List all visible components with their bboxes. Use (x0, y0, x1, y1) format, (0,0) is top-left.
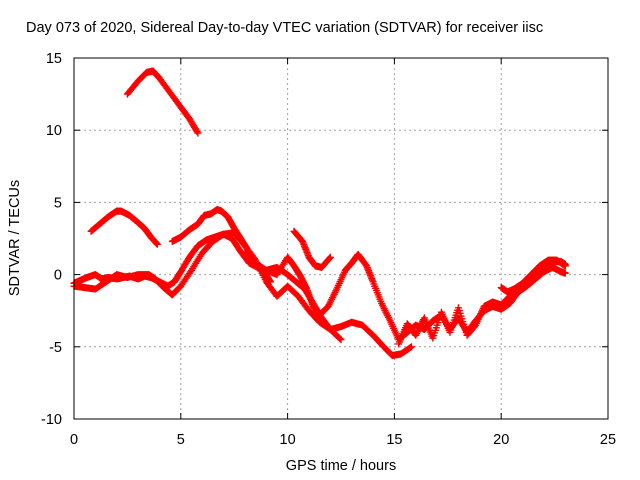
x-axis-label: GPS time / hours (286, 458, 396, 474)
data-point (406, 344, 414, 352)
y-tick-label: -10 (41, 412, 62, 428)
x-tick-label: 10 (280, 432, 296, 448)
series-track-5 (70, 229, 415, 359)
data-point (325, 254, 333, 262)
axis-ticks (73, 57, 609, 420)
series-track-8 (395, 258, 569, 348)
y-tick-label: 0 (54, 268, 62, 284)
y-tick-label: 10 (46, 123, 62, 139)
series-track-6 (290, 227, 334, 271)
data-markers (70, 67, 569, 359)
data-point (326, 253, 334, 261)
y-axis-label: SDTVAR / TECUs (7, 180, 23, 296)
tick-labels: 0 5 10 15 20 25 -10 -5 0 5 10 15 (41, 51, 616, 448)
data-point (561, 269, 569, 277)
chart-title: Day 073 of 2020, Sidereal Day-to-day VTE… (26, 20, 543, 36)
grid-lines (74, 58, 608, 419)
series-track-1 (123, 67, 202, 137)
data-point (337, 336, 345, 344)
series-track-3 (168, 206, 275, 286)
x-tick-label: 15 (386, 432, 402, 448)
data-point (407, 343, 415, 351)
plot-frame (73, 57, 609, 420)
data-point (153, 240, 161, 248)
series-track-9 (497, 256, 569, 296)
x-tick-label: 25 (600, 432, 616, 448)
data-point (193, 128, 201, 136)
x-tick-label: 0 (70, 432, 78, 448)
x-tick-label: 20 (493, 432, 509, 448)
x-tick-label: 5 (177, 432, 185, 448)
series-track-2 (87, 207, 161, 248)
y-tick-label: 15 (46, 51, 62, 67)
data-point (194, 129, 202, 137)
data-point (336, 335, 344, 343)
y-tick-label: 5 (54, 195, 62, 211)
y-tick-label: -5 (49, 340, 62, 356)
data-point (561, 262, 569, 270)
